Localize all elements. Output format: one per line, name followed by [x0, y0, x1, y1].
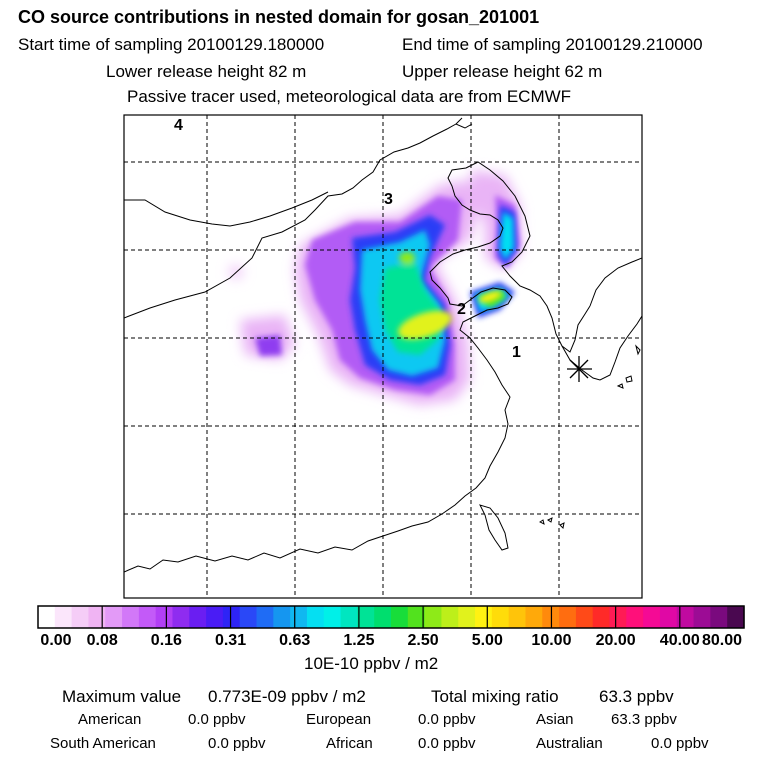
colorbar-cell [155, 606, 174, 628]
colorbar-cell [138, 606, 157, 628]
colorbar [37, 605, 745, 629]
colorbar-cell [592, 606, 611, 628]
region-value-american: 0.0 ppbv [188, 711, 246, 728]
colorbar-tick-label: 0.63 [279, 632, 311, 649]
colorbar-cell [475, 606, 493, 628]
receptor-star-icon [567, 356, 592, 382]
colorbar-tick-label: 20.00 [595, 632, 636, 649]
colorbar-cell [88, 606, 106, 628]
region-name-african: African [326, 735, 373, 752]
region-name-australian: Australian [536, 735, 603, 752]
coastlines [124, 117, 642, 573]
colorbar-tick-label: 10.00 [531, 632, 572, 649]
region-name-south-american: South American [50, 735, 156, 752]
lower-release-text: Lower release height 82 m [106, 62, 307, 81]
total-mixing-value: 63.3 ppbv [599, 687, 674, 706]
colorbar-cells [38, 606, 745, 628]
colorbar-cell [323, 606, 342, 628]
colorbar-cell [609, 606, 627, 628]
map-label-1: 1 [512, 344, 521, 361]
colorbar-tick-label: 2.50 [407, 632, 439, 649]
colorbar-cell [508, 606, 527, 628]
region-value-european: 0.0 ppbv [418, 711, 476, 728]
colorbar-cell [525, 606, 543, 628]
region-value-asian: 63.3 ppbv [611, 711, 677, 728]
colorbar-cell [676, 606, 695, 628]
plume-yellow [398, 291, 502, 340]
upper-release-text: Upper release height 62 m [402, 62, 603, 81]
map-label-3: 3 [384, 191, 393, 208]
colorbar-cell [222, 606, 241, 628]
colorbar-tick-label: 0.16 [150, 632, 182, 649]
colorbar-cell [643, 606, 661, 628]
map-label-2: 2 [457, 301, 466, 318]
colorbar-cell [306, 606, 325, 628]
colorbar-cell [54, 606, 73, 628]
colorbar-tick-label: 0.00 [40, 632, 72, 649]
colorbar-cell [71, 606, 90, 628]
colorbar-cell [575, 606, 594, 628]
colorbar-tick-label: 0.08 [86, 632, 118, 649]
total-mixing-label: Total mixing ratio [431, 687, 559, 706]
colorbar-tick-label: 40.00 [659, 632, 700, 649]
max-value-label: Maximum value [62, 687, 182, 706]
colorbar-cell [441, 606, 459, 628]
region-value-australian: 0.0 ppbv [651, 735, 709, 752]
colorbar-cell [391, 606, 409, 628]
colorbar-cell [491, 606, 510, 628]
colorbar-cell [38, 606, 56, 628]
colorbar-cell [727, 606, 745, 628]
colorbar-cell [357, 606, 375, 628]
region-name-asian: Asian [536, 711, 574, 728]
colorbar-cell [626, 606, 644, 628]
colorbar-frame [37, 605, 745, 629]
colorbar-cell [290, 606, 308, 628]
colorbar-cell [458, 606, 476, 628]
colorbar-cell [693, 606, 711, 628]
colorbar-units: 10E-10 ppbv / m2 [304, 654, 439, 673]
region-name-european: European [306, 711, 372, 728]
plume-field [229, 170, 522, 405]
colorbar-cell [559, 606, 577, 628]
map-frame [123, 114, 643, 599]
colorbar-cell [122, 606, 140, 628]
colorbar-cell [407, 606, 426, 628]
colorbar-tick-label: 5.00 [471, 632, 503, 649]
colorbar-tick-label: 0.31 [214, 632, 247, 649]
colorbar-cell [659, 606, 678, 628]
colorbar-cell [273, 606, 291, 628]
start-time-text: Start time of sampling 20100129.180000 [18, 35, 325, 54]
region-name-american: American [78, 711, 142, 728]
colorbar-cell [206, 606, 224, 628]
colorbar-tick-label: 80.00 [701, 632, 743, 649]
colorbar-cell [710, 606, 728, 628]
region-value-south-american: 0.0 ppbv [208, 735, 266, 752]
colorbar-cell [340, 606, 358, 628]
max-value: 0.773E-09 ppbv / m2 [208, 687, 366, 706]
colorbar-dividers [101, 606, 681, 628]
grid-lines [124, 115, 642, 598]
region-value-african: 0.0 ppbv [418, 735, 476, 752]
tracer-note-text: Passive tracer used, meteorological data… [127, 87, 572, 106]
colorbar-cell [105, 606, 123, 628]
colorbar-cell [189, 606, 207, 628]
end-time-text: End time of sampling 20100129.210000 [402, 35, 703, 54]
colorbar-tick-label: 1.25 [343, 632, 375, 649]
colorbar-cell [172, 606, 190, 628]
colorbar-cell [239, 606, 258, 628]
figure-title: CO source contributions in nested domain… [18, 7, 540, 27]
colorbar-cell [256, 606, 274, 628]
colorbar-cell [374, 606, 392, 628]
colorbar-cell [424, 606, 443, 628]
map-label-4: 4 [174, 117, 183, 134]
